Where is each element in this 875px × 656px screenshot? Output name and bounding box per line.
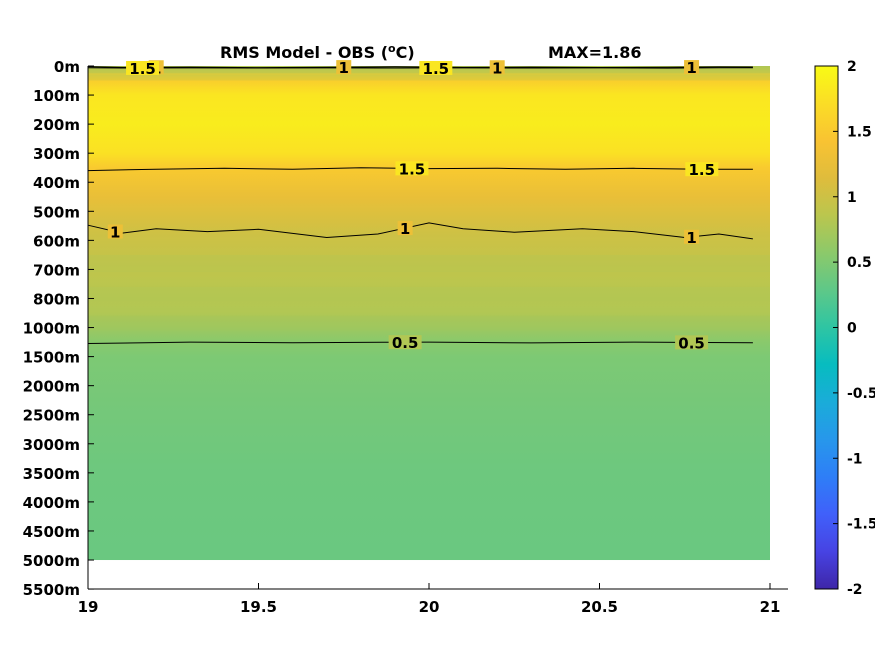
contour-label: 0.5: [678, 334, 705, 352]
y-tick-label: 300m: [33, 145, 80, 163]
contour-label-bg: [336, 60, 352, 75]
contour-label: 1: [492, 59, 502, 77]
y-tick-label: 1000m: [23, 320, 80, 338]
texture-band: [88, 254, 770, 273]
heatmap-field: [88, 66, 770, 561]
y-tick-label: 500m: [33, 203, 80, 221]
contour-label-bg: [489, 60, 505, 75]
contour-label: 1: [110, 224, 120, 242]
contour-label-bg: [395, 161, 429, 176]
contour-label: 1.5: [689, 161, 716, 179]
contour-label-bg: [684, 60, 700, 75]
texture-band: [88, 74, 770, 81]
x-tick-label: 20.5: [581, 598, 618, 616]
contour-label-bg: [388, 335, 422, 350]
contour-label-bg: [397, 221, 413, 236]
y-tick-label: 600m: [33, 232, 80, 250]
y-axis-ticks: 0m 100m 200m 300m 400m 500m 600m 700m 800m 1000m 1…: [23, 58, 94, 599]
chart-title: RMS Model - OBS (oC): [220, 42, 415, 63]
contour-line: [87, 222, 753, 240]
colorbar-tick-label: -1: [847, 451, 863, 467]
contour-label: 1: [339, 59, 349, 77]
y-tick-label: 5000m: [23, 552, 80, 570]
y-tick-label: 3500m: [23, 465, 80, 483]
y-tick-label: 4500m: [23, 523, 80, 541]
y-tick-label: 2500m: [23, 407, 80, 425]
y-tick-label: 3000m: [23, 436, 80, 454]
contour-label-bg: [126, 60, 160, 75]
x-tick-label: 21: [760, 598, 781, 616]
contour-label: 1.5: [423, 60, 450, 78]
colorbar-tick-label: 2: [847, 59, 857, 75]
y-tick-label: 800m: [33, 290, 80, 308]
contour-label: 1.5: [399, 160, 426, 178]
contour-label-bg: [684, 229, 700, 244]
y-tick-label: 100m: [33, 87, 80, 105]
contour-label: 1: [686, 59, 696, 77]
y-tick-label: 0m: [54, 58, 80, 76]
x-axis-ticks: 19 19.5 20 20.5 21: [78, 583, 781, 616]
contour-line: [87, 341, 753, 344]
y-tick-label: 700m: [33, 261, 80, 279]
y-tick-label: 400m: [33, 174, 80, 192]
chart-max-label: MAX=1.86: [548, 43, 642, 62]
colorbar-tick-label: -1.5: [847, 517, 875, 533]
y-tick-label: 4000m: [23, 494, 80, 512]
colorbar-tick-label: -2: [847, 582, 863, 598]
colorbar-ticks: 2 1.5 1 0.5 0 -0.5 -1 -1.5 -2: [833, 59, 875, 598]
contour-label: 1: [686, 229, 696, 247]
colorbar-tick-label: 1.5: [847, 124, 872, 140]
x-tick-label: 19.5: [240, 598, 277, 616]
contour-label: 1.5: [129, 60, 156, 78]
contour-label-bg: [675, 335, 709, 350]
contour-label-bg: [107, 224, 123, 239]
contour-label: 1: [400, 220, 410, 238]
contour-label-bg: [685, 162, 719, 177]
x-tick-label: 20: [419, 598, 440, 616]
contour-label: 0.5: [392, 334, 419, 352]
colorbar-tick-label: 0: [847, 321, 857, 337]
contour-label-bg: [419, 60, 453, 75]
colorbar-tick-label: -0.5: [847, 386, 875, 402]
x-tick-label: 19: [78, 598, 99, 616]
y-tick-label: 1500m: [23, 349, 80, 367]
y-tick-label: 5500m: [23, 581, 80, 599]
y-tick-label: 200m: [33, 116, 80, 134]
texture-band: [88, 286, 770, 302]
y-tick-label: 2000m: [23, 378, 80, 396]
contour-line: [87, 167, 753, 172]
colorbar-tick-label: 1: [847, 190, 857, 206]
texture-band: [88, 315, 770, 331]
colorbar-tick-label: 0.5: [847, 255, 872, 271]
